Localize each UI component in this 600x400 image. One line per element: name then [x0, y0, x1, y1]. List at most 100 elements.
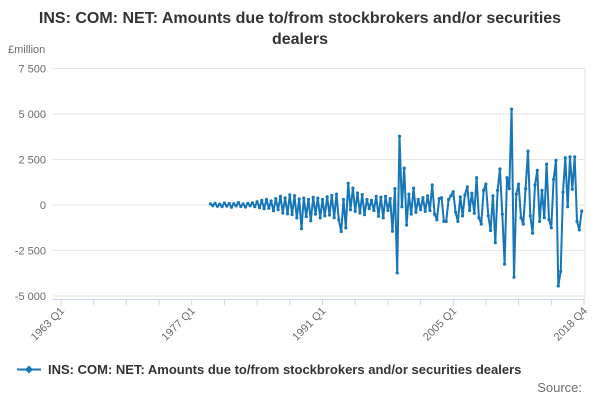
data-point — [299, 227, 304, 231]
data-point — [507, 187, 511, 191]
data-point — [489, 228, 493, 233]
x-axis-tick-label: 2018 Q4 — [552, 305, 590, 343]
data-point — [283, 196, 287, 200]
data-point — [498, 167, 502, 171]
data-point — [341, 197, 346, 202]
data-point — [290, 212, 294, 217]
y-axis-tick-label: 0 — [40, 200, 46, 212]
data-point — [395, 271, 399, 275]
data-point — [421, 196, 425, 200]
data-point — [386, 208, 390, 213]
data-point — [334, 192, 339, 196]
data-point — [535, 168, 539, 172]
data-point — [575, 219, 579, 223]
data-point — [346, 181, 350, 185]
data-point — [320, 197, 325, 202]
data-point — [297, 197, 301, 201]
data-point — [430, 183, 434, 187]
data-point — [559, 269, 563, 273]
data-point — [358, 211, 362, 215]
data-point — [362, 213, 367, 217]
data-point — [239, 204, 243, 209]
data-point — [225, 204, 229, 208]
data-point — [257, 206, 262, 210]
data-point — [526, 149, 530, 153]
data-point — [461, 214, 465, 218]
data-point — [451, 190, 455, 194]
data-point — [355, 191, 360, 195]
data-point — [447, 197, 451, 202]
data-point — [503, 262, 507, 266]
x-axis-tick-label: 1991 Q1 — [290, 305, 328, 343]
data-point — [381, 216, 385, 220]
data-point — [556, 284, 560, 288]
data-point — [472, 211, 476, 215]
data-point — [267, 206, 271, 210]
data-point — [327, 213, 332, 217]
data-point — [234, 204, 238, 208]
data-point — [521, 222, 525, 226]
data-point — [367, 207, 371, 211]
data-point — [390, 229, 395, 233]
data-point — [454, 210, 458, 214]
data-point — [393, 187, 397, 191]
data-point — [437, 197, 441, 201]
data-point — [505, 176, 509, 180]
data-point — [435, 218, 439, 222]
data-point — [264, 197, 269, 202]
data-point — [227, 201, 231, 206]
data-point — [519, 216, 523, 220]
data-point — [545, 162, 549, 166]
data-point — [407, 192, 411, 196]
data-point — [409, 212, 413, 216]
data-point — [379, 195, 383, 199]
data-point — [369, 198, 374, 202]
data-point — [517, 182, 521, 186]
data-point — [222, 201, 226, 205]
data-point — [211, 204, 215, 208]
data-point — [433, 212, 437, 216]
data-point — [285, 212, 290, 216]
data-point — [423, 209, 427, 213]
data-point — [577, 228, 581, 232]
x-axis-tick-label: 1963 Q1 — [29, 305, 67, 343]
y-axis-tick-label: 7 500 — [18, 64, 46, 76]
data-point — [253, 205, 257, 209]
data-point — [491, 194, 495, 198]
x-axis-tick-label: 1977 Q1 — [160, 305, 198, 343]
data-point — [568, 155, 572, 159]
y-axis-tick-label: 5 000 — [18, 109, 46, 121]
data-point — [540, 188, 544, 192]
data-point — [484, 182, 488, 186]
data-point — [360, 193, 364, 197]
data-point — [281, 211, 285, 215]
data-point — [313, 212, 318, 216]
data-point — [456, 219, 460, 223]
source-label: Source: — [537, 380, 582, 395]
y-axis-tick-label: -2 500 — [15, 246, 46, 258]
data-point — [428, 208, 432, 213]
data-point — [311, 195, 315, 199]
data-point — [402, 166, 406, 170]
data-point — [566, 205, 570, 209]
legend-item[interactable]: INS: COM: NET: Amounts due to/from stock… — [16, 362, 521, 377]
data-point — [372, 208, 376, 213]
data-point — [538, 219, 542, 223]
data-point — [344, 226, 348, 230]
data-point — [278, 194, 283, 198]
data-point — [274, 197, 278, 201]
data-point — [552, 177, 556, 182]
data-point — [306, 197, 311, 202]
legend-series-label: INS: COM: NET: Amounts due to/from stock… — [48, 362, 522, 377]
data-point — [554, 158, 558, 162]
data-point — [580, 209, 584, 213]
data-point — [288, 193, 292, 197]
data-point — [493, 241, 497, 245]
data-point — [500, 212, 504, 216]
data-point — [215, 204, 219, 208]
data-point — [255, 200, 259, 204]
data-point — [388, 197, 392, 201]
data-point — [316, 196, 320, 200]
data-point — [419, 208, 423, 212]
